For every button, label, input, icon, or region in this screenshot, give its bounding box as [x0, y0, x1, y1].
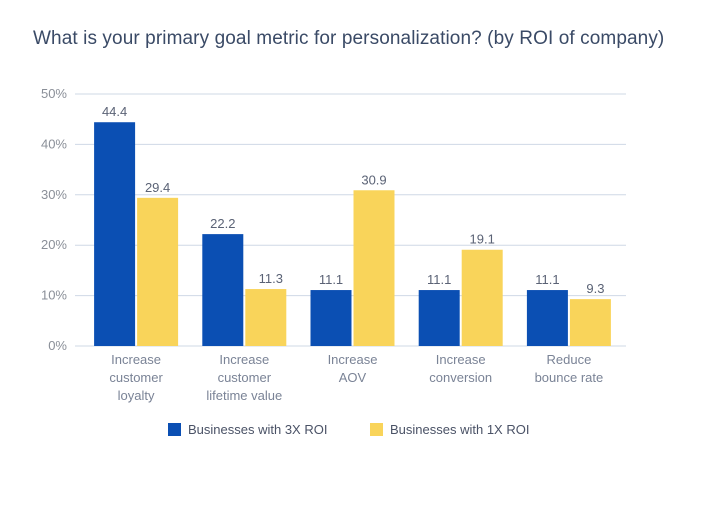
data-label: 11.1	[427, 272, 451, 287]
x-tick-label: customer	[109, 370, 163, 385]
x-tick-label: bounce rate	[535, 370, 604, 385]
bar	[245, 289, 287, 346]
x-tick-label: Increase	[219, 352, 269, 367]
x-tick-label: conversion	[429, 370, 492, 385]
y-tick-label: 30%	[41, 187, 67, 202]
data-label: 11.1	[535, 272, 559, 287]
data-label: 22.2	[210, 216, 235, 231]
data-label: 9.3	[586, 281, 604, 296]
bar	[418, 290, 460, 346]
data-label: 44.4	[102, 104, 127, 119]
chart-title: What is your primary goal metric for per…	[33, 28, 665, 49]
y-tick-label: 10%	[41, 288, 67, 303]
x-tick-label: AOV	[339, 370, 367, 385]
bar	[94, 122, 136, 346]
bar	[353, 190, 395, 346]
x-tick-label: Increase	[436, 352, 486, 367]
y-tick-label: 40%	[41, 136, 67, 151]
legend-label: Businesses with 1X ROI	[390, 422, 529, 437]
x-tick-label: Increase	[111, 352, 161, 367]
legend-label: Businesses with 3X ROI	[188, 422, 327, 437]
bar	[310, 290, 352, 346]
data-label: 29.4	[145, 180, 170, 195]
x-tick-label: loyalty	[118, 388, 155, 403]
y-tick-label: 0%	[48, 338, 67, 353]
y-tick-label: 50%	[41, 86, 67, 101]
bar	[461, 249, 503, 346]
data-label: 11.1	[319, 272, 343, 287]
data-label: 30.9	[361, 172, 386, 187]
bar	[569, 299, 611, 346]
legend-swatch	[370, 423, 383, 436]
x-tick-label: lifetime value	[206, 388, 282, 403]
bar	[526, 290, 568, 346]
bar	[137, 197, 179, 346]
x-tick-label: Reduce	[546, 352, 591, 367]
data-label: 11.3	[259, 271, 283, 286]
legend-swatch	[168, 423, 181, 436]
bar	[202, 234, 244, 346]
x-tick-label: customer	[218, 370, 272, 385]
x-tick-label: Increase	[328, 352, 378, 367]
data-label: 19.1	[470, 232, 495, 247]
y-tick-label: 20%	[41, 237, 67, 252]
